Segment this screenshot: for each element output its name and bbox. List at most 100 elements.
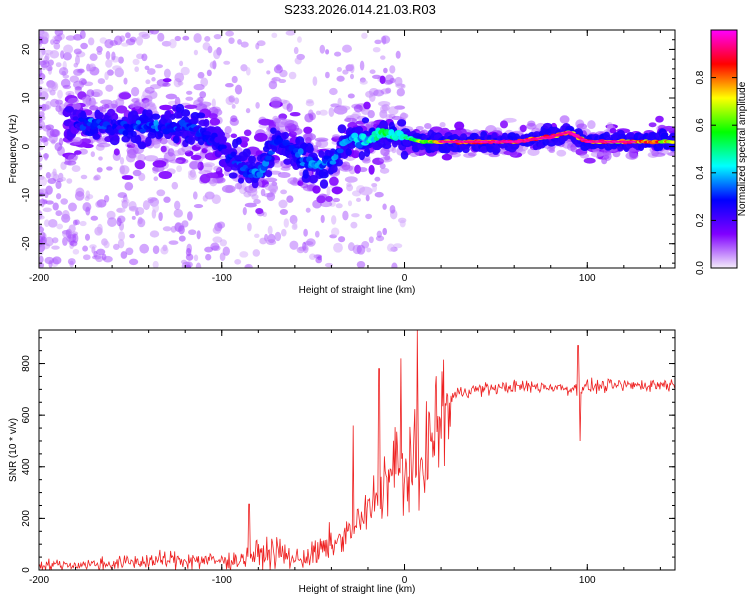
spectrogram-cell (231, 75, 238, 84)
spectrogram-cell (174, 35, 182, 42)
spectrogram-cell (206, 69, 212, 77)
spectrogram-cell (268, 80, 278, 90)
spectrogram-cell (294, 57, 302, 65)
spectrogram-cell (248, 155, 256, 164)
spectrogram-cell (356, 244, 366, 255)
spectrogram-cell (312, 76, 318, 86)
spectrogram-cell (179, 60, 184, 67)
spectrogram-cell (320, 214, 325, 224)
spectrogram-cell (39, 242, 46, 253)
spectrogram-cell (117, 239, 125, 249)
spectrogram-cell (174, 200, 181, 211)
spectrogram-cell (278, 199, 288, 209)
spectrogram-cell (72, 248, 80, 255)
spectrogram-cell (118, 56, 124, 64)
spectrogram-cell (104, 38, 114, 49)
spectrogram-cell (556, 149, 567, 157)
spectrogram-cell (138, 172, 146, 182)
spectrogram-cell (271, 32, 278, 39)
spectrogram-cell (55, 180, 62, 190)
snr-frame (38, 329, 676, 571)
spectrogram-cell (341, 161, 351, 171)
spectrogram-cell (193, 33, 202, 43)
spectrogram-cell (72, 102, 81, 111)
spectrogram-cell (113, 135, 120, 142)
spectrogram-cell (62, 236, 68, 246)
spectrogram-cell (361, 32, 368, 39)
spectrogram-cell (233, 155, 242, 160)
spectrogram-cell (187, 211, 193, 221)
spectrogram-cell (39, 153, 43, 163)
spectrogram-cell (185, 96, 194, 101)
spectrogram-cell (379, 75, 386, 84)
spectrogram-cell (439, 122, 446, 128)
spectrogram-cell (336, 67, 342, 72)
spectrogram-cell (78, 117, 85, 122)
spectrogram-cell (121, 175, 134, 180)
spectrogram-cell (50, 39, 55, 45)
spectrogram-cell (253, 199, 261, 205)
spectrogram-cell (151, 77, 156, 82)
spectrogram-cell (72, 116, 79, 121)
spectrogram-cell (159, 104, 173, 111)
spectrogram-cell (90, 89, 103, 98)
spectrogram-cell (389, 65, 396, 74)
spectrogram-cell (144, 65, 150, 70)
spectrogram-cell (143, 99, 153, 105)
spectrogram-cell (305, 145, 314, 154)
spectrogram-cell (286, 195, 294, 203)
spectrogram-cell (342, 210, 349, 221)
spectrogram-cell (292, 220, 298, 229)
spectrogram-cell (71, 165, 81, 173)
spectrogram-cell (39, 215, 45, 220)
spectrogram-cell (319, 44, 326, 54)
spectrogram-cell (214, 136, 221, 143)
spectrogram-cell (55, 62, 62, 68)
spectrogram-cell (81, 96, 92, 102)
spectrogram-cell (103, 255, 113, 263)
spectrogram-cell (519, 124, 527, 133)
spectrogram-cell (50, 98, 60, 108)
spectrogram-cell (382, 203, 387, 210)
spectrogram-cell (96, 46, 103, 53)
spectrogram-cell (383, 67, 388, 74)
spectrogram-cell (368, 164, 375, 175)
spectrogram-cell (235, 137, 242, 145)
spectrogram-cell (96, 112, 104, 119)
spectrogram-cell (96, 50, 103, 56)
spectrogram-cell (151, 113, 161, 120)
spectrogram-cell (103, 240, 110, 249)
spectrogram-cell (247, 222, 252, 232)
spectrogram-cell (243, 129, 252, 137)
spectrogram-cell (202, 195, 208, 202)
spectrogram-cell (331, 215, 337, 225)
spectrogram-cell (240, 41, 249, 48)
spectrogram-cell (230, 133, 238, 139)
spectrogram-cell (353, 104, 363, 113)
spectrogram-cell (382, 227, 388, 236)
spectrogram-cell (133, 100, 141, 110)
snr-y-tick-label: 800 (21, 355, 32, 372)
spectrogram-cell (196, 230, 201, 240)
spectrogram-cell (82, 202, 92, 212)
spectrogram-cell (351, 132, 359, 139)
spectrogram-cell (378, 101, 391, 107)
spectrogram-y-tick-label: -10 (21, 187, 32, 202)
spectrogram-cell (124, 181, 134, 191)
spectrogram-cell (174, 222, 182, 233)
spectrogram-cell (319, 179, 329, 189)
spectrogram-cell (290, 127, 303, 136)
spectrogram-cell (548, 148, 556, 154)
spectrogram-cell (255, 208, 264, 215)
spectrogram-y-tick-label: 0 (21, 143, 32, 149)
spectrogram-cell (152, 202, 160, 213)
spectrogram-cell (648, 122, 657, 128)
spectrogram-cell (53, 42, 61, 50)
spectrogram-cell (253, 132, 268, 142)
spectrogram-cell (271, 145, 278, 153)
spectrogram-cell (351, 213, 360, 218)
spectrogram-cell (331, 186, 343, 195)
spectrogram-cell (265, 155, 272, 161)
spectrogram-cell (364, 147, 371, 158)
spectrogram-cell (317, 255, 323, 261)
